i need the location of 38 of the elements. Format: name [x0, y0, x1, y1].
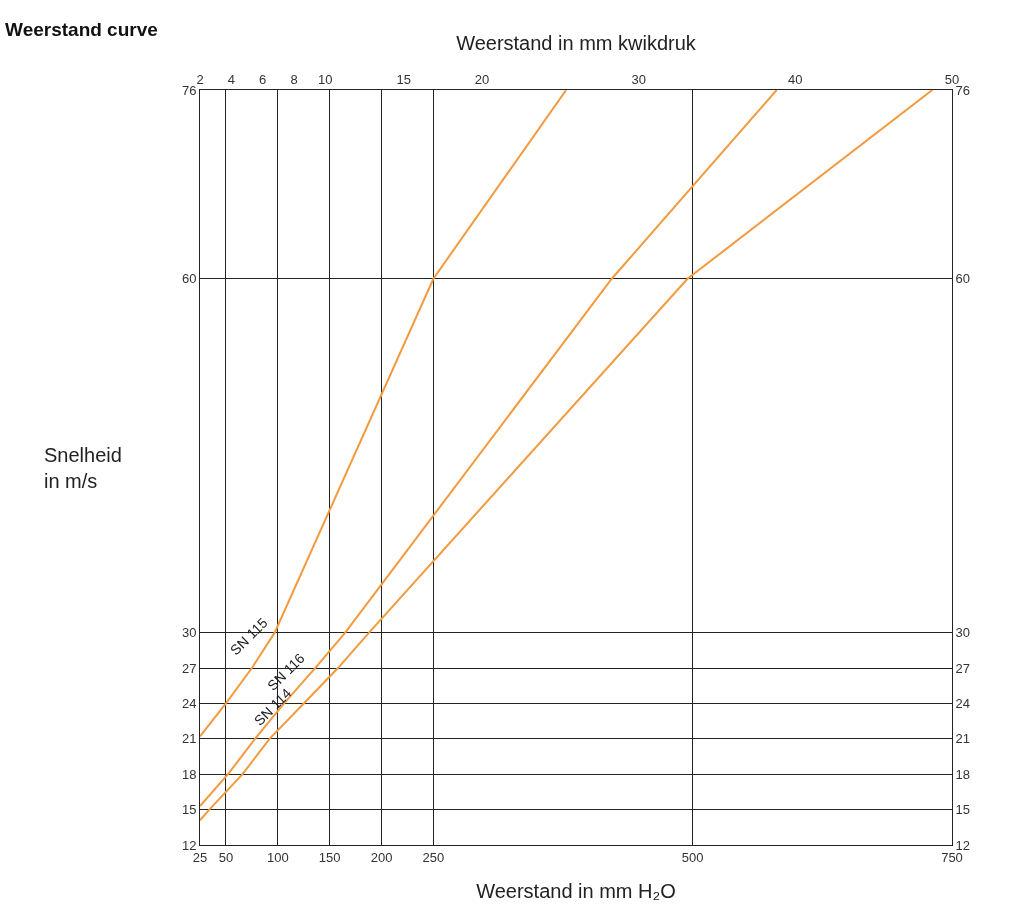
x2-tick-label: 6 — [259, 71, 267, 87]
y-tick-label: 15 — [181, 802, 197, 818]
x2-tick-label: 15 — [396, 71, 411, 87]
y2-tick-label: 18 — [955, 766, 971, 782]
y-axis-title: Snelheid in m/s — [44, 444, 122, 492]
x2-tick-label: 8 — [290, 71, 298, 87]
y-tick-label: 27 — [181, 660, 197, 676]
y-tick-label: 21 — [181, 731, 197, 747]
x2-tick-label: 2 — [196, 71, 204, 87]
x-tick-label: 500 — [681, 849, 704, 865]
x2-tick-label: 50 — [944, 71, 960, 87]
y-tick-label: 76 — [181, 82, 197, 98]
x-tick-label: 50 — [218, 849, 234, 865]
x2-tick-label: 40 — [788, 71, 803, 87]
x-axis-title: Weerstand in mm H₂O — [476, 880, 676, 903]
y2-tick-label: 24 — [955, 695, 971, 711]
y-tick-label: 18 — [181, 766, 197, 782]
x2-axis-title: Weerstand in mm kwikdruk — [456, 32, 697, 55]
y2-tick-label: 27 — [955, 660, 971, 676]
y2-tick-label: 60 — [955, 271, 971, 287]
line-series — [200, 90, 934, 822]
y-tick-label: 24 — [181, 695, 197, 711]
chart-title: Weerstand curve — [5, 19, 158, 41]
x-tick-label: 100 — [266, 849, 289, 865]
line-series — [200, 90, 778, 808]
x2-tick-label: 30 — [631, 71, 646, 87]
x2-tick-label: 20 — [474, 71, 490, 87]
x2-tick-label: 10 — [318, 71, 333, 87]
x2-tick-label: 4 — [227, 71, 235, 87]
y2-tick-label: 30 — [955, 625, 971, 641]
x-tick-label: 150 — [318, 849, 341, 865]
y2-tick-label: 21 — [955, 731, 971, 747]
x-tick-label: 250 — [422, 849, 445, 865]
line-series — [200, 90, 568, 738]
y-tick-label: 60 — [181, 271, 197, 287]
x-tick-label: 200 — [370, 849, 393, 865]
y2-tick-label: 15 — [955, 802, 971, 818]
y-tick-label: 30 — [181, 625, 197, 641]
